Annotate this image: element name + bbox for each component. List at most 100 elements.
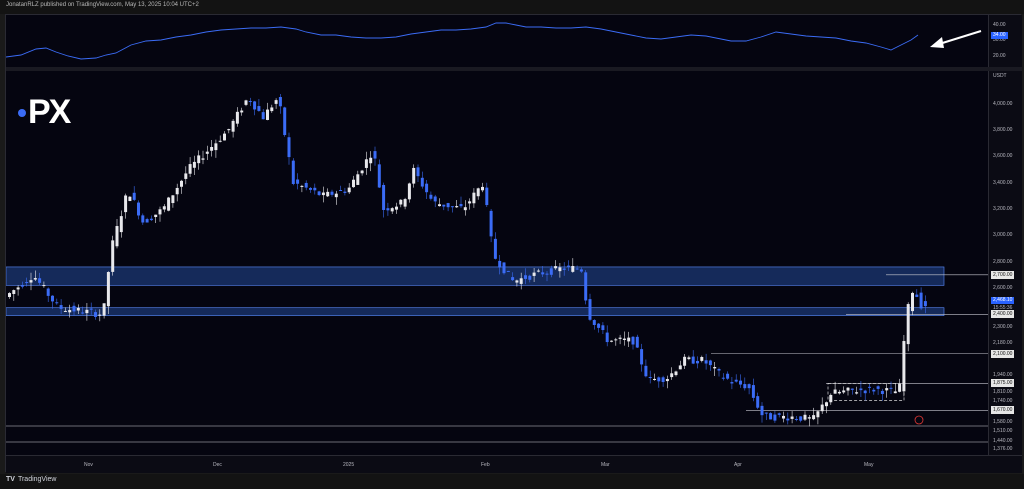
candle-body <box>511 277 515 281</box>
candle-body <box>313 187 317 191</box>
candle-body <box>373 151 377 159</box>
support-zone <box>6 307 945 316</box>
price-chart[interactable] <box>6 71 988 455</box>
candle-body <box>158 209 162 215</box>
candle-body <box>919 292 923 309</box>
candle-body <box>730 382 734 384</box>
candle-body <box>799 416 803 421</box>
candle-body <box>377 164 381 188</box>
level-tag: 2,100.00 <box>991 349 1015 358</box>
candle-body <box>102 303 106 316</box>
candle-body <box>231 120 235 132</box>
osc-tick: 40.00 <box>993 22 1006 28</box>
candle-body <box>386 208 390 211</box>
candle-body <box>635 336 639 348</box>
candle-body <box>739 380 742 385</box>
candle-body <box>141 215 145 223</box>
time-axis[interactable]: Nov Dec 2025 Feb Mar Apr May <box>6 455 1022 473</box>
candle-body <box>812 415 816 420</box>
candle-body <box>704 360 708 364</box>
candle-body <box>601 325 605 331</box>
candle-body <box>68 310 72 313</box>
price-tick: 2,600.00 <box>993 284 1013 291</box>
candle-body <box>149 218 153 221</box>
time-label: May <box>864 462 874 468</box>
candle-body <box>717 369 721 371</box>
candle-body <box>880 390 884 394</box>
candle-body <box>55 302 59 304</box>
oscillator-line <box>6 22 919 60</box>
candle-body <box>833 389 837 394</box>
oscillator-pane[interactable] <box>6 15 988 67</box>
candle-body <box>188 164 192 174</box>
price-axis[interactable]: USDT 4,000.00 3,800.00 3,600.00 3,400.00 3,2… <box>988 71 1022 455</box>
candle-body <box>240 110 244 113</box>
candle-body <box>885 388 889 391</box>
candle-body <box>782 415 785 419</box>
candle-body <box>317 191 321 196</box>
candle-body <box>309 188 312 190</box>
candle-body <box>764 412 768 414</box>
consolidation-box <box>827 383 905 401</box>
price-tick: 3,800.00 <box>993 127 1013 134</box>
candle-body <box>515 280 519 283</box>
annotation-arrow <box>930 30 982 48</box>
candle-body <box>304 182 308 188</box>
currency-label: USDT <box>993 73 1007 79</box>
candle-body <box>872 389 876 392</box>
level-tag: 1,875.00 <box>991 379 1015 388</box>
candle-body <box>244 100 248 105</box>
candle-body <box>257 106 261 111</box>
candle-body <box>420 177 424 187</box>
candle-body <box>395 206 398 210</box>
footer-bar: TV TradingView <box>0 474 1024 489</box>
candle-body <box>545 273 549 275</box>
candle-body <box>326 191 330 197</box>
oscillator-axis[interactable]: 40.00 30.00 20.00 34.00 <box>988 15 1022 67</box>
price-tick: 2,180.00 <box>993 340 1013 347</box>
candle-body <box>261 112 265 120</box>
candle-body <box>390 208 394 212</box>
price-tick: 1,440.00 <box>993 437 1013 444</box>
chart-frame: 40.00 30.00 20.00 34.00 PX USDT 4,000.00… <box>5 14 1022 473</box>
candle-body <box>59 305 63 309</box>
candle-body <box>296 179 300 184</box>
price-tick: 1,510.00 <box>993 428 1013 435</box>
candle-body <box>794 418 798 420</box>
candle-body <box>902 341 906 392</box>
candle-body <box>524 275 527 279</box>
candle-body <box>756 396 760 408</box>
time-label: Apr <box>734 462 742 468</box>
attribution-text: JonatanRLZ published on TradingView.com,… <box>6 2 199 8</box>
candle-body <box>364 159 368 168</box>
candle-body <box>898 384 902 392</box>
candle-body <box>657 377 661 382</box>
tradingview-logo[interactable]: TV TradingView <box>6 476 56 483</box>
candle-body <box>248 101 252 103</box>
candle-body <box>751 385 755 398</box>
candle-body <box>111 240 115 272</box>
candle-body <box>868 386 871 388</box>
candle-body <box>816 411 820 418</box>
candle-body <box>803 414 807 420</box>
candle-body <box>807 417 811 419</box>
candle-body <box>369 157 373 164</box>
candle-body <box>197 155 201 164</box>
price-tick: 3,200.00 <box>993 206 1013 213</box>
candle-body <box>790 416 794 419</box>
candle-body <box>485 187 489 206</box>
candle-body <box>915 294 919 297</box>
candle-body <box>644 365 648 377</box>
candle-body <box>210 146 214 151</box>
price-tick: 1,580.00 <box>993 419 1013 426</box>
tradingview-icon: TV <box>6 476 15 483</box>
pane-separator[interactable] <box>6 67 1022 71</box>
candle-body <box>283 107 287 136</box>
candle-body <box>696 360 699 364</box>
resistance-zone <box>6 266 945 286</box>
candle-body <box>820 404 824 412</box>
candle-body <box>842 390 846 393</box>
candle-body <box>339 190 343 192</box>
candle-body <box>352 179 355 188</box>
candle-body <box>726 373 730 379</box>
